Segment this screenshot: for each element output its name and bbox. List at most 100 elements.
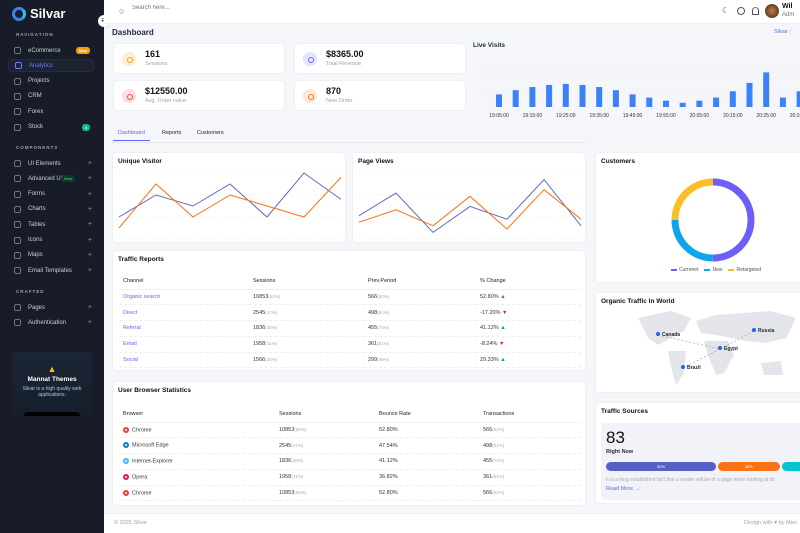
arrow-up-icon: ▲ — [500, 325, 506, 332]
transactions: 361 — [483, 474, 493, 481]
stat-value: 161 — [145, 49, 161, 59]
legend-label: New — [712, 267, 723, 273]
sidebar-item-forex[interactable]: Forex — [8, 105, 94, 118]
sidebar-item-stock[interactable]: Stock 4 — [8, 121, 94, 134]
browser-name: Chrome — [132, 427, 152, 434]
channel-link[interactable]: Referal — [123, 325, 141, 332]
prev-period: 498 — [368, 309, 378, 316]
channel-link[interactable]: Email — [123, 341, 137, 348]
prev-period: 455 — [368, 325, 378, 332]
sidebar-item-authentication[interactable]: Authentication + — [8, 316, 94, 329]
expand-icon[interactable]: + — [87, 267, 92, 275]
search-input[interactable] — [132, 5, 252, 11]
prev-pct: (81%) — [377, 309, 390, 315]
legend-item[interactable]: New — [704, 267, 722, 273]
sessions-pct: (38%) — [291, 458, 304, 464]
live-visits-title: Live Visits — [473, 42, 506, 49]
column-header: Sessions — [275, 406, 375, 423]
sessions-pct: (52%) — [294, 426, 307, 432]
breadcrumb-home[interactable]: Silvar — [774, 29, 788, 35]
read-more-link[interactable]: Read More → — [606, 486, 641, 492]
x-tick-label: 19:15:00 — [523, 113, 543, 119]
breadcrumb-sep: / — [789, 29, 791, 35]
map-marker-canada[interactable]: Canada — [656, 332, 680, 338]
stat-value: $12550.00 — [145, 86, 188, 96]
map-marker-brazil[interactable]: Brazil — [681, 365, 701, 371]
expand-icon[interactable]: + — [87, 175, 92, 183]
promo-button[interactable] — [24, 412, 80, 416]
channel-link[interactable]: Organic search — [123, 293, 161, 300]
expand-icon[interactable]: + — [87, 160, 92, 167]
expand-icon[interactable]: + — [87, 236, 92, 244]
chat-icon[interactable] — [737, 7, 745, 15]
transactions-pct: (74%) — [492, 458, 505, 464]
sidebar-item-crm[interactable]: CRM — [8, 90, 94, 103]
bounce-rate: 36.82% — [375, 469, 479, 486]
table-row: Microsoft Edge 2545(47%) 47.54% 498(81%) — [119, 437, 581, 455]
maps-icon — [14, 251, 21, 259]
sessions: 10853 — [279, 426, 295, 433]
x-tick-label: 19:35:00 — [589, 113, 609, 119]
x-tick-label: 20:35:00 — [790, 113, 800, 119]
expand-icon[interactable]: + — [87, 251, 92, 259]
world-traffic-card: Organic Traffic In World Canada Russia Egy… — [595, 292, 800, 393]
sidebar-item-icons[interactable]: Icons + — [8, 234, 94, 247]
sidebar: Silvar NAVIGATION eCommerce New Analytics P… — [0, 0, 104, 533]
stat-icon — [303, 52, 317, 66]
stat-icon — [122, 52, 136, 66]
sessions-pct: (47%) — [265, 309, 278, 315]
live-visits-bar — [713, 97, 720, 107]
sidebar-item-pages[interactable]: Pages + — [8, 301, 94, 314]
browser-name: Internet-Explorer — [132, 458, 173, 465]
change: 52.80% — [480, 293, 499, 300]
channel-link[interactable]: Direct — [123, 309, 138, 316]
sidebar-item-advanced-ui[interactable]: Advanced UI New + — [8, 172, 94, 185]
email-templates-icon — [14, 267, 21, 275]
sessions-pct: (47%) — [291, 442, 304, 448]
map-marker-egypt[interactable]: Egypt — [718, 346, 738, 352]
copyright: © 2025 Silvar — [114, 520, 148, 526]
legend-item[interactable]: Retargeted — [728, 267, 761, 273]
sidebar-item-maps[interactable]: Maps + — [8, 249, 94, 262]
sidebar-item-label: Projects — [28, 78, 50, 85]
legend-item[interactable]: Currenet — [671, 267, 698, 273]
customers-legend: Currenet New Retargeted — [671, 267, 761, 273]
sidebar-item-ecommerce[interactable]: eCommerce New — [8, 44, 94, 57]
brand-logo[interactable]: Silvar — [12, 6, 65, 21]
browser-stats-title: User Browser Statistics — [118, 387, 191, 394]
stat-label: New Order — [326, 98, 353, 104]
expand-icon[interactable]: + — [87, 221, 92, 229]
table-row: Opera 1958(31%) 36.82% 361(61%) — [119, 469, 581, 486]
section-components: COMPONENTS — [16, 145, 59, 150]
expand-icon[interactable]: + — [87, 319, 92, 327]
sidebar-item-forms[interactable]: Forms + — [8, 188, 94, 201]
sidebar-item-projects[interactable]: Projects — [8, 75, 94, 88]
sidebar-item-label: Analytics — [29, 62, 54, 69]
sidebar-item-ui-elements[interactable]: UI Elements + — [8, 157, 94, 170]
sidebar-item-email-templates[interactable]: Email Templates + — [8, 264, 94, 277]
live-visits-bar — [696, 100, 703, 107]
sidebar-item-charts[interactable]: Charts + — [8, 203, 94, 216]
moon-icon[interactable]: ☾ — [722, 6, 730, 15]
live-visits-bar — [779, 97, 786, 107]
sidebar-item-analytics[interactable]: Analytics — [8, 59, 94, 73]
expand-icon[interactable]: + — [87, 190, 92, 198]
tab-reports[interactable]: Reports — [162, 130, 182, 136]
map-marker-russia[interactable]: Russia — [752, 328, 774, 334]
sidebar-item-label: Forms — [28, 191, 45, 198]
stat-label: Avg. Order value — [145, 98, 187, 104]
expand-icon[interactable]: + — [87, 304, 92, 311]
x-tick-label: 20:15:00 — [723, 113, 743, 119]
marker-dot-icon — [681, 365, 685, 369]
tab-customers[interactable]: Customers — [197, 130, 224, 136]
page-title: Dashboard — [112, 28, 154, 37]
tab-dashboard[interactable]: Dashboard — [113, 130, 150, 141]
sidebar-item-tables[interactable]: Tables + — [8, 218, 94, 231]
bell-icon[interactable] — [752, 7, 759, 15]
expand-icon[interactable]: + — [87, 205, 92, 213]
channel-link[interactable]: Social — [123, 357, 138, 364]
avatar[interactable] — [765, 4, 779, 18]
traffic-now-label: Right Now — [606, 449, 634, 455]
stat-value: 870 — [326, 86, 342, 96]
arrow-down-icon: ▼ — [502, 309, 508, 316]
